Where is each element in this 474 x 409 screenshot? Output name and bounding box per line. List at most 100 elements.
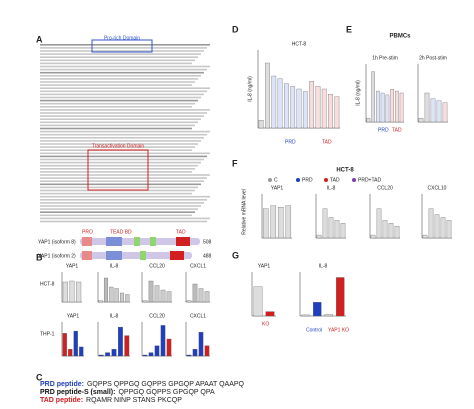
bar [148, 280, 154, 303]
bar [290, 86, 296, 129]
domain-block [170, 251, 184, 260]
bar [328, 94, 333, 129]
chart-title: CXCL1 [190, 263, 206, 269]
bar [315, 86, 321, 129]
y-axis-label: IL-8 (ng/ml) [355, 80, 361, 106]
peptide-line: PRD peptide-S (small): QPPGQ GQPPS GPGQP … [40, 389, 215, 396]
bar [434, 214, 440, 239]
bar [301, 314, 310, 317]
domain-tag: TAD [176, 229, 186, 235]
bar [446, 220, 452, 239]
bar [270, 205, 277, 239]
chart-title: CXCL1 [190, 313, 206, 319]
bar [370, 234, 376, 239]
alignment-row [40, 220, 207, 223]
bar [69, 280, 75, 303]
alignment-row [40, 90, 207, 93]
alignment-row [40, 44, 210, 46]
alignment-row [40, 171, 192, 173]
alignment-row [40, 130, 210, 133]
alignment-row [40, 183, 201, 186]
alignment-row [40, 96, 201, 99]
bar [394, 226, 400, 239]
bar [109, 286, 114, 303]
alignment-row [40, 102, 195, 105]
legend-swatch [296, 178, 300, 182]
bar [142, 354, 148, 357]
peptide-sequence: GQPPS QPPGQ GQPPS GPGQP APAAT QAAPQ [87, 381, 245, 388]
bar [371, 71, 375, 123]
panel-label: C [36, 372, 43, 382]
panel-title: HCT-8 [336, 168, 354, 174]
domain-block [176, 237, 190, 246]
alignment-row [40, 155, 207, 158]
alignment-row [40, 140, 201, 142]
bar [160, 325, 166, 357]
alignment-row [40, 180, 204, 182]
alignment-row [40, 161, 201, 164]
bar [253, 286, 263, 317]
bar [309, 81, 314, 129]
bar [285, 205, 292, 239]
group-label: TAD [322, 139, 332, 145]
isoform-label: YAP1 (isoform 8) [38, 239, 76, 245]
legend: C PRD TAD PRD+TAD [268, 177, 381, 183]
bar [103, 277, 109, 303]
bar [114, 288, 119, 303]
group-label: Control [306, 327, 322, 333]
panel-title: PBMCs [389, 34, 411, 40]
bar [204, 345, 210, 357]
bar [442, 102, 448, 123]
chart-title: CXCL10 [428, 185, 447, 191]
bar [380, 92, 385, 123]
alignment-row [40, 205, 201, 207]
alignment-row [40, 112, 207, 114]
bar [376, 90, 380, 123]
panel-label: B [36, 252, 43, 262]
bar [296, 88, 302, 129]
legend-label: TAD [330, 177, 340, 183]
domain-tag: TEAD BD [110, 229, 132, 235]
alignment-row [40, 211, 195, 213]
alignment-row [40, 164, 198, 167]
bar [265, 311, 275, 317]
panel-label: A [36, 34, 43, 44]
domain-block [82, 251, 92, 260]
alignment-row [40, 53, 201, 55]
bar [302, 91, 308, 129]
panel-label: F [232, 158, 238, 168]
bar [265, 62, 270, 129]
bar [399, 92, 404, 123]
bar-charts: HCT-8 IL-8 (ng/ml) 1h Pre-stim IL-8 (ng/ml)… [61, 41, 452, 357]
alignment-row [40, 115, 204, 117]
bar [336, 277, 345, 317]
isoform-label: YAP1 (isoform 2) [38, 253, 76, 259]
bar [148, 352, 154, 357]
panel-label: G [232, 250, 239, 260]
alignment-row [40, 152, 210, 155]
bar [321, 88, 327, 129]
sequence-alignment [40, 44, 210, 223]
bar [428, 208, 434, 239]
domain-box [91, 39, 153, 53]
bar [98, 354, 104, 357]
legend-label: PRD+TAD [358, 177, 381, 183]
legend-label: C [274, 177, 278, 183]
domain-block [82, 237, 92, 246]
alignment-row [40, 109, 210, 111]
alignment-row [40, 195, 210, 198]
bar [313, 302, 322, 317]
alignment-row [40, 121, 198, 124]
bar [124, 335, 130, 357]
bar [271, 75, 277, 129]
bar [125, 294, 130, 303]
group-label: PRD [378, 127, 389, 133]
alignment-row [40, 65, 210, 68]
bar [186, 354, 192, 357]
panel-label: E [346, 24, 352, 34]
bar [76, 281, 82, 303]
bar [62, 333, 67, 357]
chart-title: YAP1 [258, 263, 271, 269]
alignment-row [40, 93, 204, 96]
bar [186, 300, 192, 303]
